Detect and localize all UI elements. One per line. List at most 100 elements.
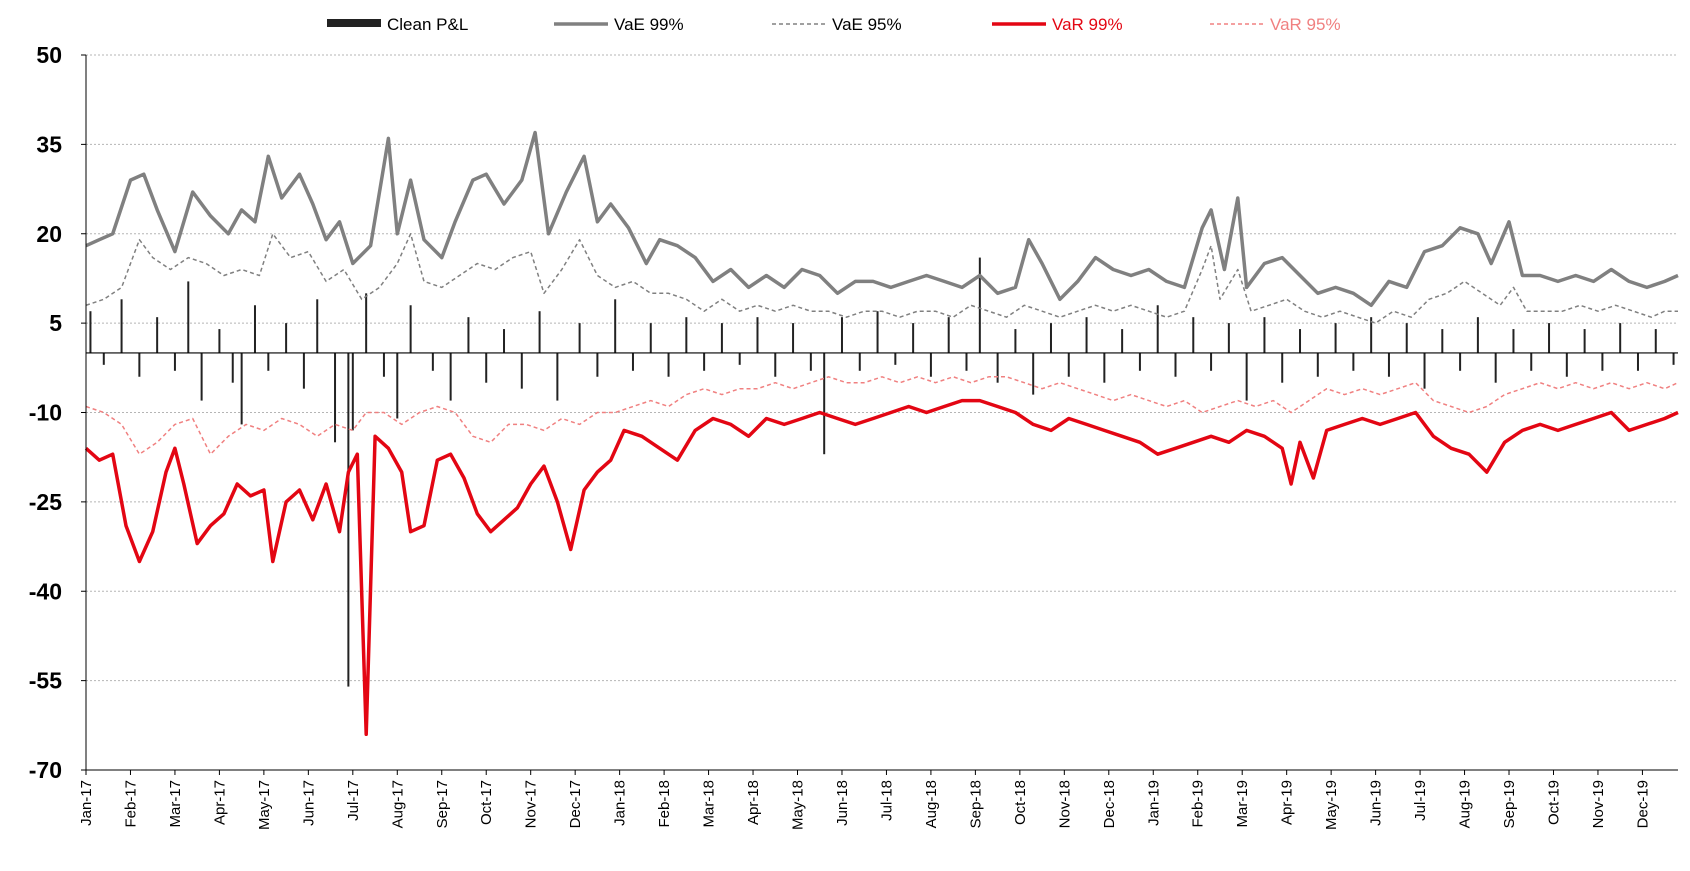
clean-pl-bar: [409, 305, 412, 353]
clean-pl-bar: [485, 352, 488, 383]
x-tick-label: Jan-17: [78, 780, 95, 826]
clean-pl-bar: [520, 352, 523, 389]
y-tick-label: 20: [36, 221, 62, 247]
x-tick-label: Feb-17: [122, 780, 139, 828]
clean-pl-bar: [894, 352, 897, 365]
clean-pl-bar: [138, 352, 141, 377]
clean-pl-bar: [156, 317, 159, 353]
clean-pl-bar: [965, 352, 968, 371]
clean-pl-bar: [556, 352, 559, 401]
clean-pl-bar: [1067, 352, 1070, 377]
series-lines: [84, 130, 1679, 737]
clean-pl-bar: [578, 323, 581, 353]
x-tick-label: Dec-18: [1101, 780, 1118, 828]
clean-pl-bar: [1565, 352, 1568, 377]
x-tick-label: Jan-18: [612, 780, 629, 826]
clean-pl-bar: [614, 299, 617, 353]
clean-pl-bar: [596, 352, 599, 377]
clean-pl-bar: [756, 317, 759, 353]
series-line-var95: [85, 376, 1679, 455]
y-tick-label: -25: [29, 489, 62, 515]
clean-pl-bar: [253, 305, 256, 353]
clean-pl-bar: [823, 352, 826, 455]
series-line-var99: [84, 398, 1679, 737]
clean-pl-bar: [1370, 317, 1373, 353]
clean-pl-bar: [1049, 323, 1052, 353]
y-tick-label: 5: [49, 310, 62, 336]
clean-pl-bar: [947, 317, 950, 353]
x-tick-label: Jan-19: [1145, 780, 1162, 826]
clean-pl-bar: [792, 323, 795, 353]
clean-pl-bar: [1138, 352, 1141, 371]
clean-pl-bar: [1103, 352, 1106, 383]
x-tick-label: Feb-19: [1190, 780, 1207, 828]
clean-pl-bar: [1441, 329, 1444, 353]
x-tick-label: Apr-19: [1279, 780, 1296, 825]
clean-pl-bar: [774, 352, 777, 377]
clean-pl-bar: [267, 352, 270, 371]
clean-pl-bar: [738, 352, 741, 365]
clean-pl-bar: [231, 352, 234, 383]
clean-pl-bar: [876, 311, 879, 353]
clean-pl-bar: [996, 352, 999, 383]
clean-pl-bar: [1423, 352, 1426, 389]
clean-pl-bar: [1601, 352, 1604, 371]
clean-pl-bar: [89, 311, 92, 353]
clean-pl-bar: [667, 352, 670, 377]
clean-pl-bar: [858, 352, 861, 371]
clean-pl-bar: [685, 317, 688, 353]
clean-pl-bar: [1192, 317, 1195, 353]
clean-pl-bar: [1405, 323, 1408, 353]
x-tick-label: Apr-18: [745, 780, 762, 825]
legend: Clean P&L VaE 99% VaE 95% VaR 99% VaR 95%: [327, 15, 1341, 34]
clean-pl-bar: [334, 352, 337, 443]
clean-pl-bar: [1299, 329, 1302, 353]
clean-pl-bar: [649, 323, 652, 353]
x-tick-label: May-18: [790, 780, 807, 830]
y-tick-label: 35: [36, 131, 62, 157]
axes: 50 35 20 5 -10 -25 -40 -55 -70 Jan-17 Feb-17 Mar-17…: [29, 42, 1678, 830]
clean-pl-bar: [1636, 352, 1639, 371]
clean-pl-bar: [1512, 329, 1515, 353]
x-tick-label: Oct-19: [1545, 780, 1562, 825]
clean-pl-bar: [218, 329, 221, 353]
x-tick-label: Jun-19: [1368, 780, 1385, 826]
x-tick-label: Oct-17: [478, 780, 495, 825]
clean-pl-bar: [365, 293, 368, 353]
x-tick-label: Nov-19: [1590, 780, 1607, 828]
clean-pl-bar: [1387, 352, 1390, 377]
clean-pl-bar: [503, 329, 506, 353]
clean-pl-bar: [1476, 317, 1479, 353]
legend-label-var95: VaR 95%: [1270, 15, 1341, 34]
clean-pl-bar: [1619, 323, 1622, 353]
x-tick-label: Aug-17: [389, 780, 406, 828]
clean-pl-bar: [449, 352, 452, 401]
clean-pl-bar: [240, 352, 243, 425]
x-tick-label: Jul-19: [1412, 780, 1429, 821]
clean-pl-bar: [351, 352, 354, 431]
legend-label-var99: VaR 99%: [1052, 15, 1123, 34]
clean-pl-bar: [302, 352, 305, 389]
clean-pl-bar: [1281, 352, 1284, 383]
x-tick-label: Dec-17: [567, 780, 584, 828]
clean-pl-bar: [720, 323, 723, 353]
y-tick-label: -70: [29, 757, 62, 783]
y-tick-label: -40: [29, 578, 62, 604]
clean-pl-bar: [1121, 329, 1124, 353]
x-tick-label: Aug-18: [923, 780, 940, 828]
clean-pl-bar: [467, 317, 470, 353]
clean-pl-bar: [1210, 352, 1213, 371]
clean-pl-bar: [187, 281, 190, 353]
x-tick-label: Feb-18: [656, 780, 673, 828]
legend-swatch-clean-pl: [327, 19, 381, 27]
clean-pl-bar: [631, 352, 634, 371]
grid-layer: [86, 54, 1678, 682]
clean-pl-bar: [1245, 352, 1248, 401]
clean-pl-bar: [1174, 352, 1177, 377]
clean-pl-bar: [1156, 305, 1159, 353]
x-tick-label: Jul-18: [878, 780, 895, 821]
x-tick-label: Jul-17: [345, 780, 362, 821]
clean-pl-bar: [347, 352, 350, 687]
clean-pl-bar: [316, 299, 319, 353]
clean-pl-bar: [285, 323, 288, 353]
